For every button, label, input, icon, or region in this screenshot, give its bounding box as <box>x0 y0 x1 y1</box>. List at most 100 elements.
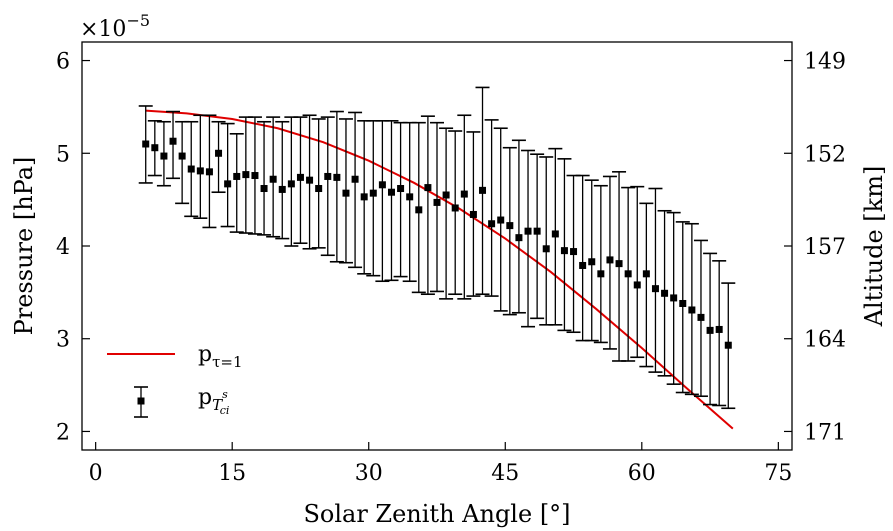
data-marker <box>606 256 614 264</box>
errorbar-point <box>648 187 663 373</box>
data-marker <box>378 181 386 189</box>
legend-errorbar-swatch <box>134 386 148 418</box>
errorbar-point <box>630 185 645 359</box>
errorbar-point <box>448 130 463 296</box>
data-marker <box>542 245 550 253</box>
data-marker <box>633 281 641 289</box>
x-tick-label: 15 <box>218 461 246 486</box>
data-marker <box>251 172 259 180</box>
data-marker <box>151 144 159 152</box>
errorbar-point <box>138 105 153 184</box>
errorbar-point <box>411 121 426 294</box>
data-marker <box>178 152 186 160</box>
errorbar-point <box>393 121 408 278</box>
x-axis-label: Solar Zenith Angle [°] <box>303 500 570 528</box>
data-marker <box>560 247 568 255</box>
errorbar-point <box>639 202 654 368</box>
errorbar-point <box>521 149 536 328</box>
errorbar-point <box>220 122 235 228</box>
errorbar-point <box>666 211 681 385</box>
errorbar-point <box>466 131 481 297</box>
data-marker <box>697 313 705 321</box>
data-marker <box>597 270 605 278</box>
errorbar-point <box>703 252 718 406</box>
data-marker <box>469 210 477 218</box>
errorbar-point <box>266 116 281 238</box>
data-marker <box>533 227 541 235</box>
errorbar-point <box>502 146 517 316</box>
data-marker <box>651 285 659 293</box>
errorbar-point <box>475 86 490 296</box>
data-marker <box>260 185 268 193</box>
errorbar-point <box>329 110 344 263</box>
x-tick-label: 60 <box>628 461 656 486</box>
data-marker <box>306 176 314 184</box>
y-tick-label: 4 <box>56 235 70 260</box>
data-marker <box>187 165 195 173</box>
errorbar-point <box>539 156 554 326</box>
y-axis-label: Pressure [hPa] <box>10 157 38 336</box>
errorbar-point <box>257 120 272 236</box>
errorbar-point <box>575 174 590 342</box>
x-tick-label: 75 <box>764 461 792 486</box>
y-tick-label: 6 <box>56 50 70 75</box>
data-marker <box>460 190 468 198</box>
data-marker <box>479 186 487 194</box>
data-marker <box>715 325 723 333</box>
data-marker <box>415 206 423 214</box>
errorbar-point <box>721 282 736 410</box>
data-marker <box>196 167 204 175</box>
errorbar-point <box>275 120 290 240</box>
errorbar-point <box>338 118 353 264</box>
errorbar-point <box>420 115 435 296</box>
data-marker <box>351 175 359 183</box>
errorbar-point <box>175 120 190 205</box>
data-marker <box>451 204 459 212</box>
data-marker <box>242 171 250 179</box>
errorbar-point <box>366 120 381 277</box>
errorbar-point <box>357 120 372 275</box>
errorbar-point <box>584 179 599 342</box>
errorbar-point <box>457 114 472 300</box>
errorbar-point <box>557 158 572 332</box>
data-marker <box>205 168 213 176</box>
data-marker <box>296 173 304 181</box>
errorbar-point <box>348 111 363 269</box>
y-tick-label: 2 <box>56 420 70 445</box>
y2-axis-label: Altitude [km] <box>860 166 888 328</box>
series-line-tau <box>145 109 734 430</box>
errorbar-point <box>511 139 526 314</box>
errorbar-point <box>166 110 181 180</box>
y2-tick-label: 149 <box>804 50 846 75</box>
data-marker <box>524 227 532 235</box>
data-marker <box>269 175 277 183</box>
data-marker <box>679 299 687 307</box>
data-marker <box>142 140 150 148</box>
data-marker <box>724 341 732 349</box>
data-marker <box>706 326 714 334</box>
errorbar-point <box>293 116 308 245</box>
errorbar-point <box>621 186 636 362</box>
legend-errorbar-marker <box>137 397 145 405</box>
errorbar-point <box>657 209 672 377</box>
data-marker <box>488 220 496 228</box>
y-tick-label: 3 <box>56 328 70 353</box>
errorbar-point <box>284 116 299 247</box>
data-marker <box>442 191 450 199</box>
errorbar-point <box>684 222 699 396</box>
legend-label-tci: pTs ci <box>198 385 229 417</box>
errorbar-point <box>147 120 162 177</box>
data-marker <box>169 137 177 145</box>
errorbar-point <box>311 118 326 249</box>
data-marker <box>342 189 350 197</box>
data-marker <box>287 180 295 188</box>
errorbar-point <box>530 153 545 320</box>
data-marker <box>433 198 441 206</box>
data-marker <box>278 185 286 193</box>
data-marker <box>579 261 587 269</box>
errorbar-point <box>375 120 390 283</box>
data-marker <box>506 222 514 230</box>
data-marker <box>369 189 377 197</box>
errorbar-point <box>430 121 444 293</box>
